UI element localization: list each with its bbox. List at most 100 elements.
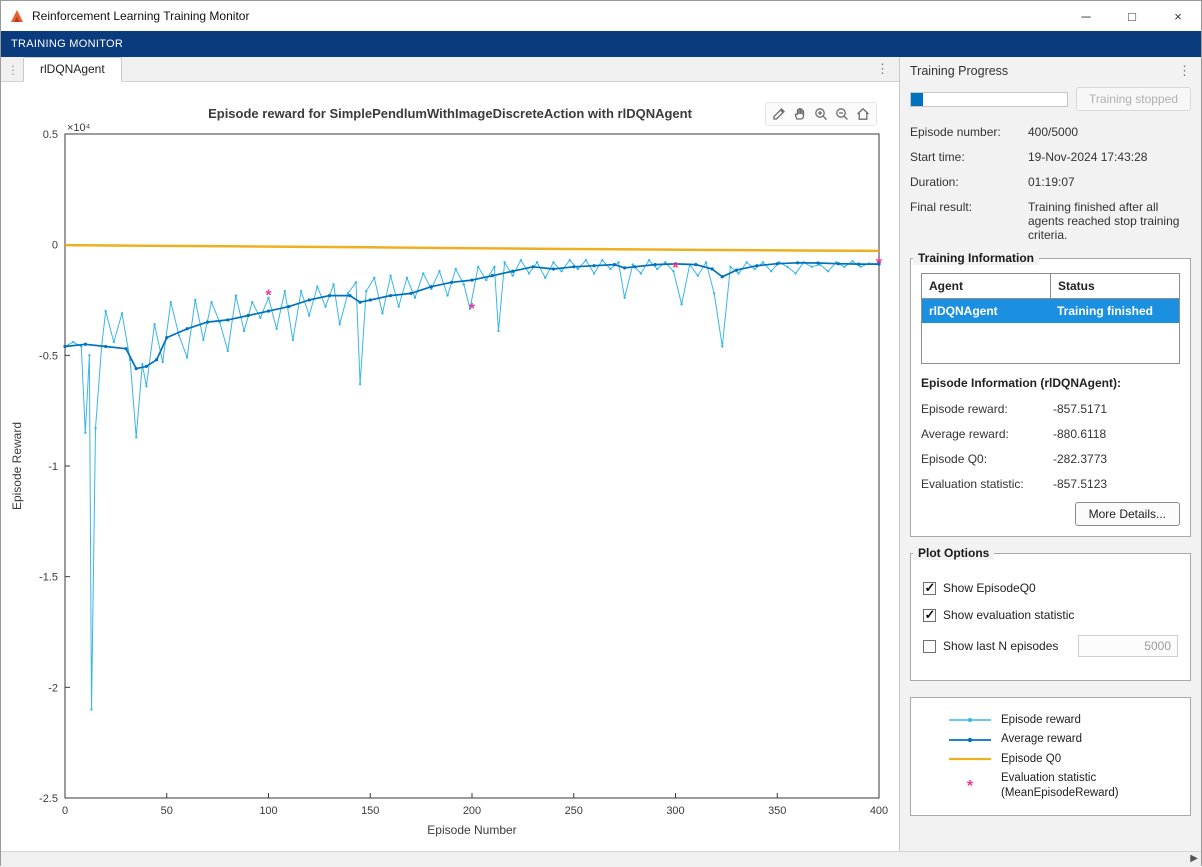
option-show-episodeq0[interactable]: Show EpisodeQ0 (923, 581, 1178, 595)
svg-text:100: 100 (259, 805, 277, 817)
toolstrip-tab-training-monitor[interactable]: TRAINING MONITOR (11, 38, 123, 50)
svg-text:*: * (876, 256, 883, 273)
field-value: Training finished after all agents reach… (1028, 200, 1191, 242)
show-episodeq0-checkbox[interactable] (923, 582, 936, 595)
svg-text:200: 200 (463, 805, 481, 817)
svg-text:-1.5: -1.5 (39, 572, 58, 584)
svg-text:-2.5: -2.5 (39, 793, 58, 805)
tab-options-kebab-icon[interactable]: ⋮ (876, 61, 889, 81)
svg-text:-0.5: -0.5 (39, 350, 58, 362)
legend-label: Average reward (1001, 732, 1082, 746)
svg-text:350: 350 (768, 805, 786, 817)
evaluation-statistic-asterisk-icon: * (947, 778, 993, 794)
training-progress-bar (910, 92, 1068, 107)
field-label: Final result: (910, 200, 1028, 242)
option-show-evaluation-statistic[interactable]: Show evaluation statistic (923, 608, 1178, 622)
show-last-n-episodes-checkbox[interactable] (923, 640, 936, 653)
svg-text:400: 400 (870, 805, 888, 817)
legend-item-episode-reward: Episode reward (947, 713, 1190, 727)
field-value: 01:19:07 (1028, 175, 1075, 189)
field-label: Average reward: (921, 427, 1053, 441)
more-details-button[interactable]: More Details... (1075, 502, 1180, 526)
group-title: Plot Options (913, 546, 994, 560)
training-information-group: Training Information Agent Status rlDQNA… (910, 258, 1191, 537)
svg-text:*: * (967, 778, 974, 794)
window-titlebar: Reinforcement Learning Training Monitor … (1, 1, 1201, 31)
toolstrip: TRAINING MONITOR (1, 31, 1201, 57)
episode-q0-line-sample-icon (947, 753, 993, 765)
average-reward-line-sample-icon (947, 734, 993, 746)
horizontal-scrollbar[interactable]: ▶ (1, 851, 1201, 867)
svg-text:0: 0 (62, 805, 68, 817)
field-episode-number: Episode number: 400/5000 (910, 125, 1191, 139)
table-row[interactable]: rlDQNAgent Training finished (922, 299, 1179, 323)
field-label: Episode Q0: (921, 452, 1053, 466)
maximize-button[interactable]: □ (1109, 1, 1155, 31)
field-value: 19-Nov-2024 17:43:28 (1028, 150, 1147, 164)
tab-rldqnagent[interactable]: rlDQNAgent (23, 57, 122, 82)
progress-row: Training stopped (910, 87, 1191, 111)
svg-text:50: 50 (161, 805, 173, 817)
option-show-last-n-episodes[interactable]: Show last N episodes (923, 635, 1178, 657)
legend-item-episode-q0: Episode Q0 (947, 752, 1190, 766)
episode-reward-line-sample-icon (947, 714, 993, 726)
field-evaluation-statistic: Evaluation statistic: -857.5123 (921, 477, 1180, 491)
training-stopped-button[interactable]: Training stopped (1076, 87, 1191, 111)
matlab-logo-icon (9, 8, 25, 24)
minimize-button[interactable]: ─ (1063, 1, 1109, 31)
field-value: -857.5171 (1053, 402, 1107, 416)
panel-options-kebab-icon[interactable]: ⋮ (1178, 63, 1191, 79)
field-value: -282.3773 (1053, 452, 1107, 466)
close-button[interactable]: × (1155, 1, 1201, 31)
field-average-reward: Average reward: -880.6118 (921, 427, 1180, 441)
column-header-agent: Agent (922, 274, 1050, 298)
side-panel-header: Training Progress ⋮ (910, 57, 1191, 85)
svg-text:150: 150 (361, 805, 379, 817)
tab-strip: ⋮ rlDQNAgent ⋮ (1, 57, 899, 82)
svg-text:×10⁴: ×10⁴ (67, 122, 91, 134)
svg-text:Episode Number: Episode Number (427, 823, 516, 837)
svg-text:0.5: 0.5 (43, 129, 58, 141)
option-label: Show EpisodeQ0 (943, 581, 1036, 595)
document-area: ⋮ rlDQNAgent ⋮ Episode reward for Simple… (1, 57, 900, 851)
side-panel-title: Training Progress (910, 64, 1008, 78)
svg-text:*: * (672, 260, 679, 277)
svg-text:*: * (469, 301, 476, 318)
field-label: Duration: (910, 175, 1028, 189)
field-label: Start time: (910, 150, 1028, 164)
field-episode-reward: Episode reward: -857.5171 (921, 402, 1180, 416)
chart-legend: Episode reward Average reward Episode Q0… (910, 697, 1191, 816)
panel-grip[interactable]: ⋮ (3, 63, 23, 81)
field-start-time: Start time: 19-Nov-2024 17:43:28 (910, 150, 1191, 164)
group-title: Training Information (913, 251, 1039, 265)
field-episode-q0: Episode Q0: -282.3773 (921, 452, 1180, 466)
plot-options-group: Plot Options Show EpisodeQ0 Show evaluat… (910, 553, 1191, 681)
svg-text:-2: -2 (48, 682, 58, 694)
scroll-right-arrow-icon[interactable]: ▶ (1190, 853, 1198, 864)
field-label: Episode reward: (921, 402, 1053, 416)
cell-status: Training finished (1050, 299, 1179, 323)
field-duration: Duration: 01:19:07 (910, 175, 1191, 189)
window-title: Reinforcement Learning Training Monitor (32, 9, 249, 23)
episode-info-title: Episode Information (rlDQNAgent): (921, 376, 1180, 390)
table-empty-space (922, 323, 1179, 363)
progress-fill (911, 93, 923, 106)
option-label: Show last N episodes (943, 639, 1058, 653)
table-header: Agent Status (922, 274, 1179, 299)
field-label: Episode number: (910, 125, 1028, 139)
window-controls: ─ □ × (1063, 1, 1201, 31)
field-value: -880.6118 (1053, 427, 1106, 441)
column-header-status: Status (1050, 274, 1179, 298)
legend-item-evaluation-statistic: * Evaluation statistic (MeanEpisodeRewar… (947, 771, 1190, 800)
svg-text:0: 0 (52, 240, 58, 252)
show-evaluation-statistic-checkbox[interactable] (923, 609, 936, 622)
option-label: Show evaluation statistic (943, 608, 1074, 622)
legend-item-average-reward: Average reward (947, 732, 1190, 746)
svg-text:250: 250 (565, 805, 583, 817)
field-value: 400/5000 (1028, 125, 1078, 139)
legend-label: Episode reward (1001, 713, 1081, 727)
figure-area: Episode reward for SimplePendlumWithImag… (1, 82, 899, 851)
last-n-episodes-input[interactable] (1078, 635, 1178, 657)
svg-text:*: * (265, 288, 272, 305)
svg-text:Episode Reward: Episode Reward (10, 422, 24, 510)
